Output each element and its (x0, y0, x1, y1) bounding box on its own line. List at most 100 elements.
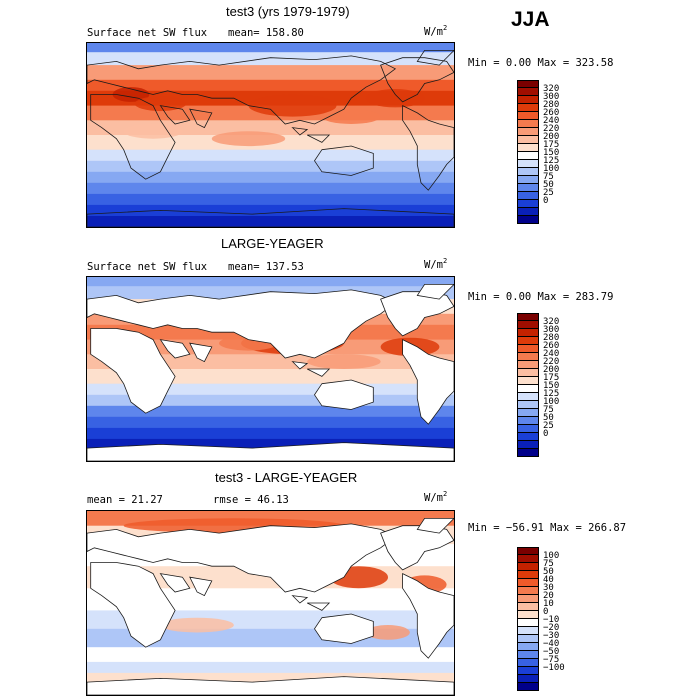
colorbar-swatch (517, 353, 539, 361)
colorbar-swatch (517, 417, 539, 425)
colorbar-swatch (517, 401, 539, 409)
colorbar-swatch (517, 136, 539, 144)
coastline (402, 572, 454, 659)
coastline (189, 108, 213, 129)
colorbar-swatch (517, 168, 539, 176)
field-anomaly (211, 131, 286, 147)
panel2-title: LARGE-YEAGER (221, 236, 324, 251)
field-band (87, 588, 454, 611)
field-band (87, 405, 454, 418)
colorbar-tick-label: −100 (543, 663, 565, 673)
colorbar-swatch (517, 216, 539, 224)
colorbar-swatch (517, 587, 539, 595)
field-band (87, 647, 454, 663)
colorbar-tick-label: 150 (543, 148, 560, 158)
field-band (87, 182, 454, 195)
colorbar-tick-label: 0 (543, 196, 549, 206)
colorbar-tick-label: 100 (543, 397, 560, 407)
colorbar-swatch (517, 200, 539, 208)
colorbar-tick-label: 320 (543, 84, 560, 94)
coastline (416, 50, 454, 66)
panel2-map (86, 276, 455, 462)
colorbar-tick-label: 280 (543, 333, 560, 343)
field-band (87, 369, 454, 385)
colorbar-swatch (517, 643, 539, 651)
colorbar-tick-label: −30 (543, 631, 560, 641)
coastline (307, 368, 331, 377)
panel3-min-max: Min = −56.91 Max = 266.87 (468, 522, 627, 534)
panel2-units: W/m2 (424, 257, 448, 271)
colorbar-swatch (517, 337, 539, 345)
colorbar-tick-label: 50 (543, 180, 554, 190)
colorbar-swatch (517, 88, 539, 96)
colorbar-tick-label: 50 (543, 567, 554, 577)
colorbar-swatch (517, 192, 539, 200)
colorbar-tick-label: 300 (543, 92, 560, 102)
colorbar-tick-label: 260 (543, 108, 560, 118)
colorbar-tick-label: 220 (543, 357, 560, 367)
colorbar-swatch (517, 208, 539, 216)
colorbar-tick-label: 75 (543, 172, 554, 182)
field-anomaly (321, 109, 381, 124)
colorbar-tick-label: 320 (543, 317, 560, 327)
coastline (159, 105, 191, 125)
colorbar-tick-label: 260 (543, 341, 560, 351)
field-anomaly (112, 87, 150, 102)
colorbar-swatch (517, 345, 539, 353)
field-anomaly (248, 94, 337, 117)
field-band (87, 277, 454, 287)
coastline (87, 208, 454, 227)
colorbar-tick-label: 25 (543, 421, 554, 431)
field-band (87, 193, 454, 206)
colorbar-swatch (517, 96, 539, 104)
colorbar-swatch (517, 385, 539, 393)
coastline (87, 523, 397, 593)
field-band (87, 394, 454, 407)
panel1-units: W/m2 (424, 24, 448, 38)
colorbar-swatch (517, 329, 539, 337)
colorbar-tick-label: 75 (543, 559, 554, 569)
colorbar-swatch (517, 104, 539, 112)
field-band (87, 79, 454, 92)
colorbar-tick-label: 200 (543, 365, 560, 375)
panel2-min-max: Min = 0.00 Max = 283.79 (468, 291, 614, 303)
colorbar-swatch (517, 563, 539, 571)
panel3-mean-label: mean = 21.27 (87, 494, 163, 506)
colorbar-swatch (517, 555, 539, 563)
colorbar-swatch (517, 313, 539, 321)
colorbar-swatch (517, 425, 539, 433)
colorbar-tick-label: 10 (543, 599, 554, 609)
colorbar-swatch (517, 120, 539, 128)
coastline (402, 104, 454, 191)
colorbar-swatch (517, 160, 539, 168)
panel3-units: W/m2 (424, 490, 448, 504)
colorbar-swatch (517, 377, 539, 385)
field-band (87, 171, 454, 184)
panel1-colorbar: 320 300 280 260 240 220 200 175 150 125 100 75 50 25 0 (517, 80, 559, 224)
colorbar-tick-label: 220 (543, 124, 560, 134)
coastline (87, 442, 454, 461)
colorbar-tick-label: −75 (543, 655, 560, 665)
colorbar-tick-label: 150 (543, 381, 560, 391)
colorbar-swatch (517, 393, 539, 401)
panel3-rmse-label: rmse = 46.13 (213, 494, 289, 506)
field-band (87, 43, 454, 53)
panel3-map (86, 510, 455, 696)
colorbar-tick-label: 0 (543, 429, 549, 439)
field-band (87, 204, 454, 217)
coastline (189, 576, 213, 597)
coastline (380, 57, 454, 103)
colorbar-swatch (517, 176, 539, 184)
coastline (87, 676, 454, 695)
coastline (314, 145, 374, 176)
colorbar-tick-label: −20 (543, 623, 560, 633)
field-band (87, 416, 454, 429)
colorbar-swatch (517, 128, 539, 136)
field-anomaly (365, 89, 425, 108)
panel1-min-max: Min = 0.00 Max = 323.58 (468, 57, 614, 69)
colorbar-tick-label: 50 (543, 413, 554, 423)
colorbar-swatch (517, 611, 539, 619)
colorbar-tick-label: 40 (543, 575, 554, 585)
colorbar-tick-label: 20 (543, 591, 554, 601)
panel2-variable-label: Surface net SW flux (87, 261, 208, 273)
